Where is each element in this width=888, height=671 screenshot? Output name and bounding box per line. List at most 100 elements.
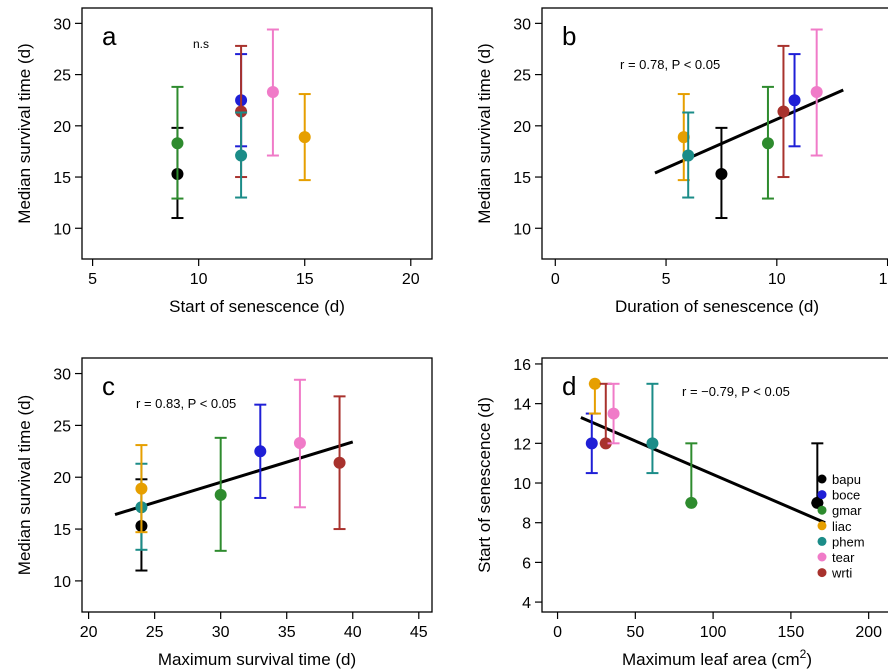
x-axis-label-end: ) — [806, 650, 812, 669]
point-marker — [607, 407, 620, 420]
y-tick-label: 8 — [522, 516, 531, 533]
legend-label: bapu — [832, 472, 861, 487]
y-tick-label: 25 — [53, 418, 71, 435]
legend-marker — [817, 521, 827, 531]
x-tick-label: 50 — [626, 624, 644, 641]
x-tick-label: 10 — [190, 271, 208, 288]
point-marker — [810, 86, 823, 99]
y-tick-label: 16 — [513, 357, 531, 374]
y-tick-label: 20 — [53, 119, 71, 136]
y-axis-label: Median survival time (d) — [15, 43, 34, 223]
y-tick-label: 25 — [513, 68, 531, 85]
data-point-bapu — [811, 442, 824, 509]
legend-marker — [817, 568, 827, 578]
point-marker — [811, 496, 824, 509]
plot-frame — [81, 7, 433, 260]
y-tick-label: 4 — [522, 595, 531, 612]
legend-marker — [817, 552, 827, 562]
point-marker — [235, 105, 248, 118]
x-axis-label-superscript: 2 — [800, 647, 807, 661]
point-marker — [254, 445, 267, 458]
point-marker — [588, 377, 601, 390]
point-marker — [777, 105, 790, 118]
panel-letter: a — [102, 21, 117, 51]
x-tick-label: 35 — [278, 624, 296, 641]
point-marker — [685, 496, 698, 509]
y-tick-label: 10 — [513, 221, 531, 238]
y-tick-label: 15 — [53, 170, 71, 187]
point-marker — [599, 437, 612, 450]
y-tick-label: 15 — [53, 522, 71, 539]
legend-label: wrti — [831, 566, 852, 581]
data-point-gmar — [761, 85, 774, 200]
y-axis-label: Median survival time (d) — [475, 43, 494, 223]
legend-label: phem — [832, 534, 865, 549]
y-tick-label: 30 — [53, 16, 71, 33]
regression-line — [114, 440, 354, 516]
plot-frame — [541, 357, 888, 613]
y-tick-label: 12 — [513, 436, 531, 453]
legend-entry-gmar: gmar — [817, 503, 862, 518]
x-tick-label: 30 — [212, 624, 230, 641]
x-tick-label: 5 — [662, 271, 671, 288]
y-tick-label: 30 — [53, 367, 71, 384]
legend-entry-phem: phem — [817, 534, 865, 549]
panel-a: 10 15 20 25 30 5 10 15 20 Start of senescence (d)… — [15, 7, 433, 316]
panel-letter: d — [562, 371, 576, 401]
x-tick-label: 15 — [296, 271, 314, 288]
x-tick-label: 20 — [80, 624, 98, 641]
point-marker — [171, 137, 184, 150]
stat-annotation: n.s — [193, 37, 209, 51]
data-point-tear — [293, 378, 306, 509]
panel-c: 10 15 20 25 30 20 25 30 35 40 45 Maximum survival t… — [15, 357, 433, 669]
x-tick-label: 100 — [700, 624, 727, 641]
panel-letter: b — [562, 21, 576, 51]
data-point-tear — [607, 382, 620, 445]
regression-line — [580, 416, 826, 525]
legend-entry-boce: boce — [817, 488, 860, 503]
point-marker — [266, 86, 279, 99]
data-point-tear — [810, 28, 823, 157]
point-marker — [135, 482, 148, 495]
stat-annotation: r = −0.79, P < 0.05 — [682, 384, 790, 399]
x-tick-label: 40 — [344, 624, 362, 641]
x-tick-label: 15 — [879, 271, 888, 288]
point-marker — [761, 137, 774, 150]
data-point-boce — [788, 53, 801, 148]
legend-label: boce — [832, 488, 860, 503]
panel-letter: c — [102, 371, 115, 401]
data-point-bapu — [715, 126, 728, 220]
legend-entry-tear: tear — [817, 550, 855, 565]
x-axis-label: Start of senescence (d) — [169, 297, 345, 316]
y-axis-label: Median survival time (d) — [15, 395, 34, 575]
x-tick-label: 25 — [146, 624, 164, 641]
data-point-wrti — [333, 395, 346, 531]
y-tick-label: 25 — [53, 68, 71, 85]
legend-marker — [817, 490, 827, 500]
legend-label: liac — [832, 519, 852, 534]
plot-frame — [541, 7, 888, 260]
y-tick-label: 30 — [513, 16, 531, 33]
data-point-phem — [646, 382, 659, 475]
data-point-tear — [266, 28, 279, 157]
y-tick-label: 15 — [513, 170, 531, 187]
legend-entry-wrti: wrti — [817, 566, 852, 581]
data-point-gmar — [685, 442, 698, 509]
legend-entry-liac: liac — [817, 519, 852, 534]
panel-b: 10 15 20 25 30 0 5 10 15 Duration of senescence (… — [475, 7, 888, 316]
y-tick-label: 14 — [513, 397, 531, 414]
point-marker — [214, 488, 227, 501]
y-tick-label: 10 — [53, 574, 71, 591]
x-axis-label: Duration of senescence (d) — [615, 297, 819, 316]
point-marker — [646, 437, 659, 450]
data-point-phem — [235, 111, 248, 199]
y-tick-label: 20 — [513, 119, 531, 136]
legend-label: tear — [832, 550, 855, 565]
point-marker — [682, 149, 695, 162]
plot-frame — [81, 357, 433, 613]
data-point-phem — [682, 111, 695, 199]
x-tick-label: 10 — [768, 271, 786, 288]
data-point-boce — [254, 403, 267, 499]
